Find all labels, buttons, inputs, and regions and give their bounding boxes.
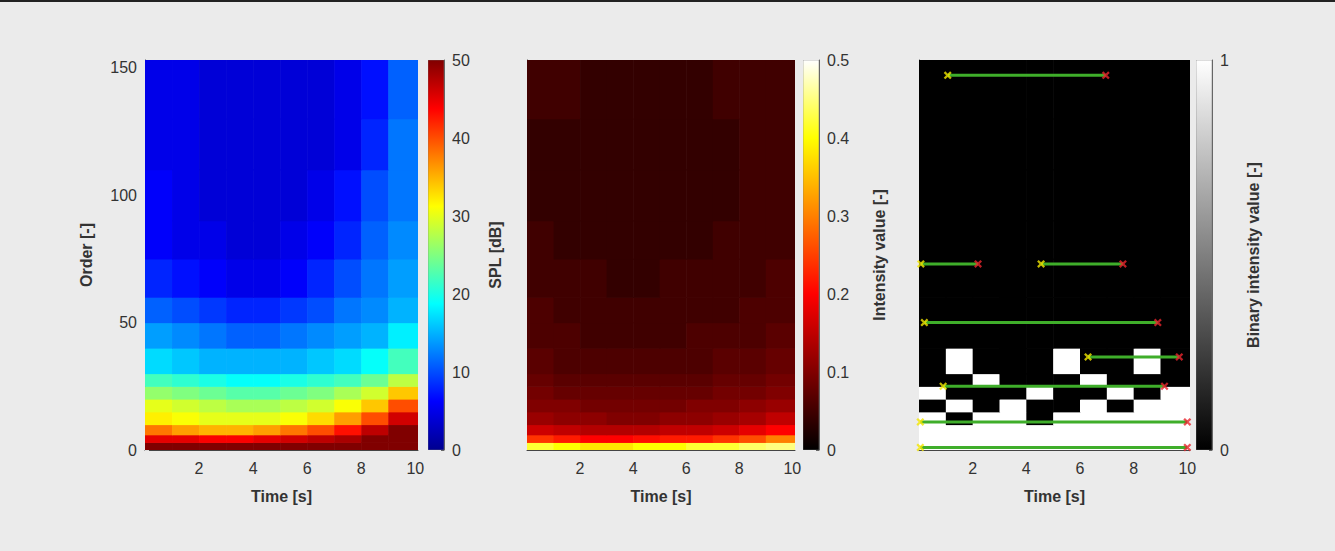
svg-text:8: 8	[735, 460, 744, 477]
svg-text:20: 20	[452, 286, 470, 303]
svg-text:50: 50	[119, 314, 137, 331]
svg-text:10: 10	[406, 460, 424, 477]
svg-text:2: 2	[968, 460, 977, 477]
svg-text:6: 6	[682, 460, 691, 477]
svg-text:30: 30	[452, 208, 470, 225]
svg-text:6: 6	[303, 460, 312, 477]
svg-text:0: 0	[1220, 442, 1229, 459]
svg-text:4: 4	[249, 460, 258, 477]
svg-text:Order [-]: Order [-]	[78, 223, 95, 287]
svg-text:100: 100	[110, 187, 137, 204]
svg-text:10: 10	[783, 460, 801, 477]
svg-text:10: 10	[452, 364, 470, 381]
svg-text:150: 150	[110, 59, 137, 76]
svg-text:0.2: 0.2	[827, 286, 849, 303]
svg-text:50: 50	[452, 52, 470, 69]
svg-text:Time [s]: Time [s]	[1024, 488, 1085, 505]
svg-text:2: 2	[576, 460, 585, 477]
svg-text:0: 0	[128, 442, 137, 459]
svg-text:0.3: 0.3	[827, 208, 849, 225]
svg-text:4: 4	[629, 460, 638, 477]
svg-text:4: 4	[1022, 460, 1031, 477]
svg-text:Time [s]: Time [s]	[251, 488, 312, 505]
svg-text:40: 40	[452, 130, 470, 147]
svg-text:SPL [dB]: SPL [dB]	[487, 221, 504, 288]
svg-text:8: 8	[357, 460, 366, 477]
svg-text:10: 10	[1178, 460, 1196, 477]
svg-text:Time [s]: Time [s]	[630, 488, 691, 505]
svg-text:2: 2	[195, 460, 204, 477]
svg-text:Intensity value [-]: Intensity value [-]	[871, 189, 888, 321]
svg-text:0: 0	[452, 442, 461, 459]
svg-text:0: 0	[827, 442, 836, 459]
svg-text:8: 8	[1129, 460, 1138, 477]
svg-text:0.5: 0.5	[827, 52, 849, 69]
svg-text:Binary intensity value [-]: Binary intensity value [-]	[1245, 162, 1262, 348]
svg-text:6: 6	[1076, 460, 1085, 477]
svg-text:0.4: 0.4	[827, 130, 849, 147]
svg-text:1: 1	[1220, 52, 1229, 69]
svg-text:0.1: 0.1	[827, 364, 849, 381]
